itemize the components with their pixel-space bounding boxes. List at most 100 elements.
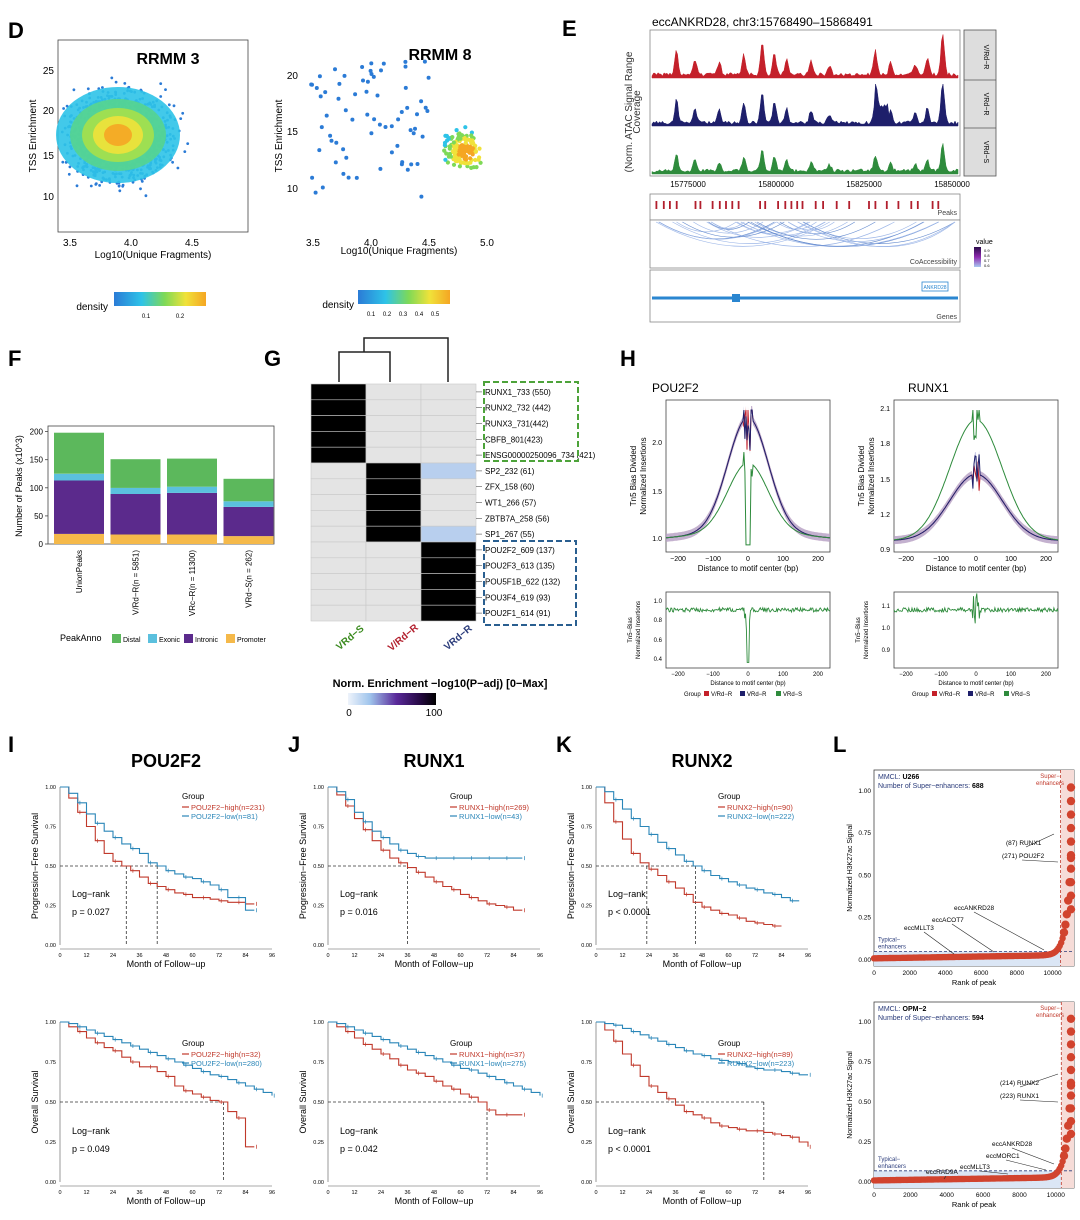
h1-bottom-ylabel-2: Normalized Insertions (636, 601, 642, 659)
h2-xtick: −200 (898, 556, 914, 563)
h2-top-lines (893, 409, 1059, 545)
panel-letter-l: L (833, 732, 846, 757)
rrmm8-point (458, 160, 463, 166)
l-annotation-line (943, 1175, 947, 1180)
km-ytick: 0.75 (313, 1060, 324, 1066)
l-ytick: 0.50 (858, 873, 871, 880)
km-xtick: 48 (163, 1190, 169, 1196)
g-row-label: SP2_232 (61) (485, 467, 535, 476)
g-heatmap-cell (420, 462, 477, 480)
f-stacked-bars (54, 432, 274, 544)
l-xtick: 0 (872, 970, 876, 977)
h-legend-label: VRd−S (783, 692, 802, 698)
g-heatmap-cell (365, 415, 422, 432)
km-xtick: 48 (699, 1190, 705, 1196)
h1-bottom-ytick: 0.8 (654, 618, 663, 624)
rrmm3-point (186, 142, 190, 146)
e-peak-mark (694, 201, 697, 209)
h-footprint-line (665, 409, 831, 539)
km-ytick: 0.00 (313, 1180, 324, 1186)
rrmm8-points (309, 59, 483, 199)
l-peak-point (1066, 823, 1076, 833)
rrmm8-point (470, 146, 475, 151)
km-ylabel: Overall Survival (298, 1070, 308, 1133)
h2-ytick: 0.9 (880, 547, 890, 554)
km-curve (596, 786, 800, 902)
km-legend-title: Group (718, 792, 741, 801)
rrmm8-point (419, 194, 424, 199)
h-title-1: POU2F2 (652, 381, 699, 395)
rrmm8-point (426, 75, 431, 80)
h1-ytick: 1.5 (652, 489, 662, 496)
f-bar-segment (110, 487, 161, 494)
rrmm8-point (333, 160, 338, 165)
km-pvalue: p < 0.0001 (608, 1144, 651, 1154)
l-xtick: 10000 (1044, 970, 1062, 977)
rrmm8-point (473, 157, 478, 163)
rrmm8-xtick: 3.5 (306, 238, 320, 249)
rrmm8-point (463, 154, 469, 159)
km-ylabel: Overall Survival (30, 1070, 40, 1133)
km-logrank: Log−rank (608, 889, 646, 899)
g-heatmap-cell (420, 510, 477, 527)
l-xtick: 4000 (939, 1192, 954, 1199)
km-panel-j: J RUNX1 0.00 0.25 0.50 0.75 1.00 0 12 24 36 48 60 72 8… (288, 732, 543, 1206)
km-legend-high: RUNX2−high(n=89) (727, 1050, 793, 1059)
rrmm8-point (341, 171, 346, 176)
km-ytick: 0.50 (45, 1100, 56, 1106)
km-curve (328, 786, 523, 859)
rrmm3-legend-tick: 0.1 (142, 314, 151, 320)
h-footprint-line (665, 452, 831, 546)
km-xtick: 36 (404, 1190, 410, 1196)
rrmm8-point (379, 68, 383, 73)
f-legend-label: Intronic (195, 637, 218, 644)
km-xtick: 96 (805, 1190, 811, 1196)
rrmm8-point (448, 144, 453, 149)
h2-bottom-xticks: −200 −100 0 100 200 (899, 672, 1051, 678)
e-peak-mark (848, 201, 851, 209)
km-xtick: 24 (110, 953, 116, 959)
h2-xtick: 200 (1040, 556, 1052, 563)
km-xtick: 60 (189, 1190, 195, 1196)
g-row-labels: RUNX1_733 (550) RUNX2_732 (442) RUNX3_731(… (476, 388, 596, 618)
rrmm8-point (422, 59, 427, 64)
e-coaccessibility-arc (693, 221, 764, 234)
rrmm3-point (61, 160, 65, 164)
l-annotation-line (1019, 1099, 1059, 1103)
km-xtick: 84 (510, 1190, 516, 1196)
l-ytick: 0.25 (858, 1139, 871, 1146)
l-peak-point (1061, 1144, 1070, 1153)
g-heatmap-cell (365, 525, 422, 543)
g-row-label: WT1_266 (57) (485, 499, 536, 508)
rrmm3-density-core (104, 124, 132, 146)
f-bar-segment (110, 459, 161, 488)
e-peak-mark (777, 201, 779, 209)
f-bar-segment (110, 494, 161, 535)
km-ytick: 0.00 (313, 943, 324, 949)
rrmm8-point (469, 165, 474, 170)
h2-bottom-xtick: 0 (974, 672, 978, 678)
e-coverage-tracks (651, 34, 959, 175)
l-peak-point (1061, 920, 1070, 929)
g-heatmap-cell (365, 589, 422, 606)
g-heatmap-cell (420, 383, 477, 401)
km-legend-title: Group (182, 1039, 205, 1048)
km-xtick: 36 (672, 953, 678, 959)
rrmm3-point (68, 165, 72, 169)
h-legend-prefix: Group (684, 692, 701, 698)
rrmm8-xtick: 4.0 (364, 238, 378, 249)
rrmm3-point (140, 180, 144, 183)
l-ytick: 0.75 (858, 1059, 871, 1066)
panel-g: G RUNX1_733 (550) RUNX2_732 (442) RUNX3_73… (264, 337, 596, 719)
e-genes-frame (649, 269, 961, 323)
h-legend-prefix: Group (912, 692, 929, 698)
km-title: POU2F2 (131, 751, 201, 771)
km-xtick: 48 (431, 953, 437, 959)
rrmm3-point (89, 184, 93, 188)
rrmm8-point (365, 79, 370, 84)
rrmm8-point (381, 61, 386, 66)
km-ytick: 0.00 (581, 943, 592, 949)
rrmm8-point (354, 175, 359, 180)
l-annotation: eccACOT7 (932, 917, 964, 924)
km-xtick: 48 (431, 1190, 437, 1196)
